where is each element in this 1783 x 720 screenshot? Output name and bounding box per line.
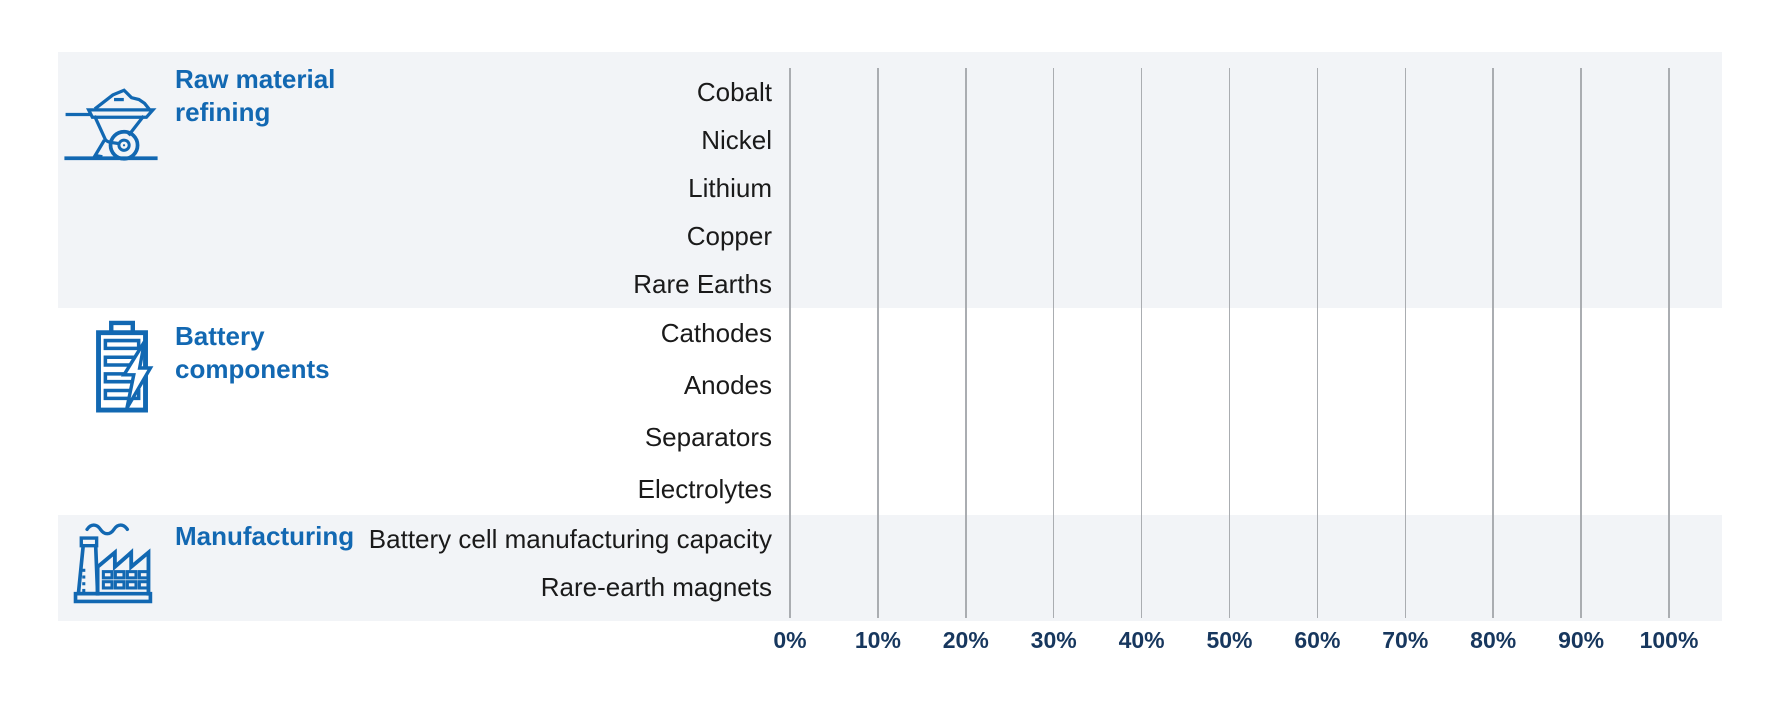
section-label-battery-components: Battery components [175, 321, 330, 384]
row-label: Anodes [683, 370, 772, 401]
row-label: Rare-earth magnets [540, 572, 772, 603]
x-axis-tick-label: 70% [1382, 627, 1429, 653]
factory-icon [64, 520, 160, 606]
x-axis-tick-label: 80% [1470, 627, 1517, 653]
row-label: Cobalt [696, 76, 772, 107]
x-axis-tick-label: 30% [1030, 627, 1077, 653]
row-label: Battery cell manufacturing capacity [368, 523, 772, 554]
section-label-raw-material-refining: Raw material refining [175, 64, 336, 127]
section-background-manufacturing [58, 515, 1722, 621]
row-label: Lithium [688, 172, 772, 203]
x-axis-tick-label: 20% [942, 627, 989, 653]
row-label: Cathodes [660, 318, 772, 349]
gridline [1580, 68, 1582, 618]
x-axis-tick-label: 60% [1294, 627, 1341, 653]
row-label: Nickel [701, 124, 772, 155]
gridline [1492, 68, 1494, 618]
section-background-raw-material [58, 52, 1722, 308]
x-axis-tick-label: 10% [854, 627, 901, 653]
gridline [1316, 68, 1319, 618]
gridline [1052, 68, 1055, 618]
row-labels-manufacturing: Battery cell manufacturing capacity Rare-… [58, 515, 772, 612]
gridline [965, 68, 967, 618]
row-label: Rare Earths [633, 268, 772, 299]
wheelbarrow-icon [64, 80, 158, 162]
row-label: Separators [644, 421, 772, 452]
x-axis-tick-label: 40% [1118, 627, 1165, 653]
row-label: Electrolytes [637, 473, 772, 504]
row-labels-raw-material: Cobalt Nickel Lithium Copper Rare Earths [58, 68, 772, 308]
gridline [1404, 68, 1407, 618]
gridline [789, 68, 791, 618]
x-axis-tick-label: 90% [1558, 627, 1605, 653]
x-axis-tick-label: 0% [773, 627, 807, 653]
gridline [1140, 68, 1143, 618]
row-label: Copper [686, 220, 772, 251]
section-label-manufacturing: Manufacturing [175, 521, 355, 551]
gridline [1668, 68, 1670, 618]
gridline [877, 68, 879, 618]
row-labels-battery-components: Cathodes Anodes Separators Electrolytes [58, 308, 772, 515]
x-axis-tick-label: 100% [1639, 627, 1699, 653]
gridline [1228, 68, 1231, 618]
battery-icon [88, 320, 158, 414]
x-axis-tick-label: 50% [1206, 627, 1253, 653]
section-background-battery-components [58, 308, 1722, 515]
